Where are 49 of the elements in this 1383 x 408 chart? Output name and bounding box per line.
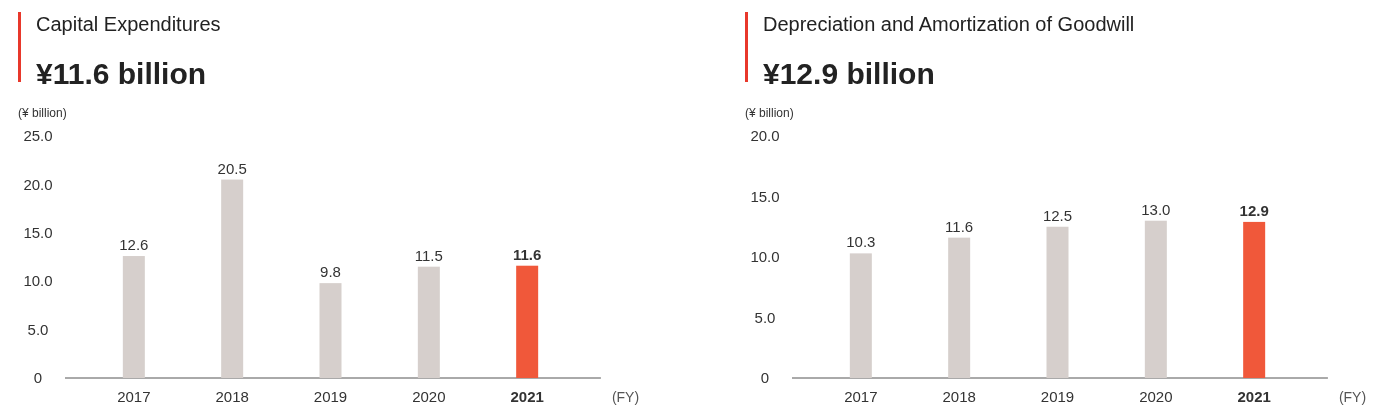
bar: [1046, 226, 1069, 378]
bar: [1243, 221, 1266, 378]
y-axis-title: (¥ billion): [745, 106, 794, 120]
bar: [849, 253, 872, 378]
y-tick-label: 15.0: [750, 187, 780, 205]
data-label: 13.0: [1141, 200, 1171, 218]
x-tick-label: 2021: [510, 388, 544, 405]
bar: [122, 256, 145, 378]
bar: [516, 265, 539, 378]
data-label: 10.3: [846, 233, 876, 251]
y-axis-title: (¥ billion): [18, 106, 67, 120]
data-label: 11.6: [512, 245, 542, 263]
bar: [1144, 220, 1167, 378]
y-tick-label: 5.0: [27, 320, 49, 338]
x-tick-label: 2017: [117, 388, 151, 405]
data-label: 12.5: [1042, 206, 1073, 224]
y-tick-label: 0: [760, 369, 770, 387]
bar: [417, 266, 440, 378]
bar: [319, 283, 342, 378]
y-tick-label: 15.0: [23, 224, 53, 242]
bar: [948, 237, 971, 378]
x-tick-label: 2021: [1237, 388, 1271, 405]
y-tick-label: 20.0: [23, 175, 53, 193]
data-label: 11.5: [414, 246, 443, 264]
y-tick-label: 10.0: [750, 248, 780, 266]
chart-title: Capital Expenditures: [36, 13, 221, 35]
y-tick-label: 5.0: [754, 308, 776, 326]
x-tick-label: 2020: [412, 388, 446, 405]
x-tick-label: 2020: [1139, 388, 1173, 405]
chart-title: Depreciation and Amortization of Goodwill: [763, 13, 1135, 35]
x-axis-title: (FY): [611, 389, 640, 405]
data-label: 12.9: [1239, 201, 1269, 219]
chart-subtitle: ¥11.6 billion: [36, 57, 207, 90]
data-label: 11.6: [945, 217, 974, 235]
y-tick-label: 20.0: [750, 127, 780, 145]
data-label: 9.8: [320, 263, 341, 281]
x-tick-label: 2019: [1040, 388, 1075, 405]
y-tick-label: 25.0: [23, 127, 53, 145]
x-tick-label: 2019: [313, 388, 348, 405]
data-label: 20.5: [217, 159, 247, 177]
x-tick-label: 2018: [942, 388, 976, 405]
y-tick-label: 0: [33, 369, 43, 387]
y-tick-label: 10.0: [23, 272, 53, 290]
bar: [221, 179, 244, 378]
x-tick-label: 2017: [844, 388, 878, 405]
data-label: 12.6: [119, 236, 149, 254]
x-tick-label: 2018: [215, 388, 249, 405]
x-axis-title: (FY): [1338, 389, 1367, 405]
chart-subtitle: ¥12.9 billion: [763, 57, 935, 90]
